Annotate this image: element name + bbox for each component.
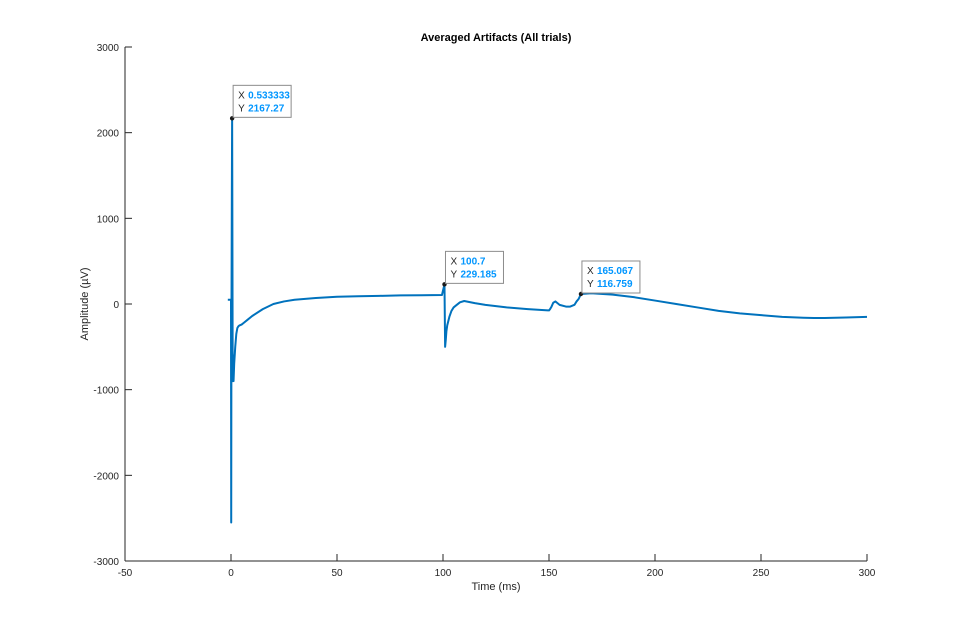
datatip-box (444, 250, 504, 284)
datatip-x-key: X (238, 90, 245, 101)
y-tick-label: -3000 (93, 557, 119, 568)
x-tick-label: 250 (753, 568, 770, 579)
datatip-x-value: 0.533333 (248, 90, 290, 101)
datatip-x-key: X (587, 266, 594, 277)
y-tick-label: 2000 (97, 129, 120, 140)
y-tick-label: -1000 (93, 386, 119, 397)
datatip-y-value: 2167.27 (248, 103, 285, 114)
x-tick-label: -50 (118, 568, 133, 579)
y-tick-label: 0 (113, 300, 119, 311)
datatip-y-key: Y (450, 269, 457, 280)
datatip-box (232, 84, 292, 118)
x-tick-label: 150 (541, 568, 558, 579)
y-tick-label: 3000 (97, 43, 120, 54)
chart-title: Averaged Artifacts (All trials) (421, 32, 572, 44)
datatip-y-value: 229.185 (460, 269, 497, 280)
datatip-y-key: Y (238, 103, 245, 114)
x-tick-label: 50 (331, 568, 343, 579)
plot-area[interactable] (227, 117, 868, 524)
x-tick-label: 300 (859, 568, 876, 579)
axes: -50 0 50 100 150 200 250 300 -3000 -2000 -1000 0 100… (93, 43, 875, 579)
x-tick-label: 100 (435, 568, 452, 579)
datatip-x-value: 165.067 (597, 266, 634, 277)
datatip[interactable]: X 100.7Y 229.185 (442, 250, 504, 287)
x-tick-label: 0 (228, 568, 234, 579)
datatip-y-value: 116.759 (597, 279, 633, 290)
x-axis-label: Time (ms) (471, 581, 520, 593)
x-tick-label: 200 (647, 568, 664, 579)
datatip-y-key: Y (587, 279, 594, 290)
datatip-x-key: X (450, 256, 457, 267)
series-line[interactable] (227, 117, 868, 524)
y-axis-label: Amplitude (µV) (79, 268, 91, 341)
y-tick-label: -2000 (93, 471, 119, 482)
y-tick-label: 1000 (97, 214, 120, 225)
datatip-x-value: 100.7 (460, 256, 485, 267)
datatip-box (581, 260, 641, 294)
